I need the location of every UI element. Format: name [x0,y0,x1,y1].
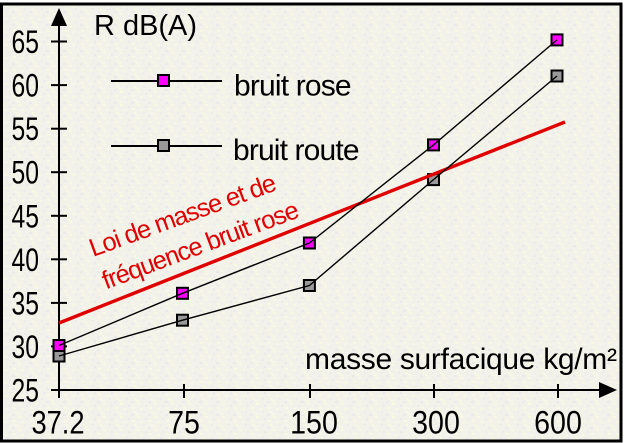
svg-text:300: 300 [412,405,460,441]
svg-text:600: 600 [534,405,582,441]
svg-text:75: 75 [168,405,200,441]
svg-text:35: 35 [12,286,39,322]
svg-text:40: 40 [12,243,39,279]
svg-text:45: 45 [12,199,39,235]
svg-text:60: 60 [12,68,39,104]
svg-text:30: 30 [12,330,39,366]
svg-text:150: 150 [290,405,338,441]
svg-text:bruit route: bruit route [233,134,360,167]
svg-text:masse surfacique kg/m²: masse surfacique kg/m² [305,343,617,376]
svg-text:55: 55 [12,112,39,148]
svg-text:bruit rose: bruit rose [234,69,352,102]
svg-text:37.2: 37.2 [31,405,84,441]
svg-text:65: 65 [12,25,39,61]
svg-text:R dB(A): R dB(A) [94,10,197,42]
svg-text:25: 25 [12,373,39,409]
svg-text:50: 50 [12,156,39,192]
